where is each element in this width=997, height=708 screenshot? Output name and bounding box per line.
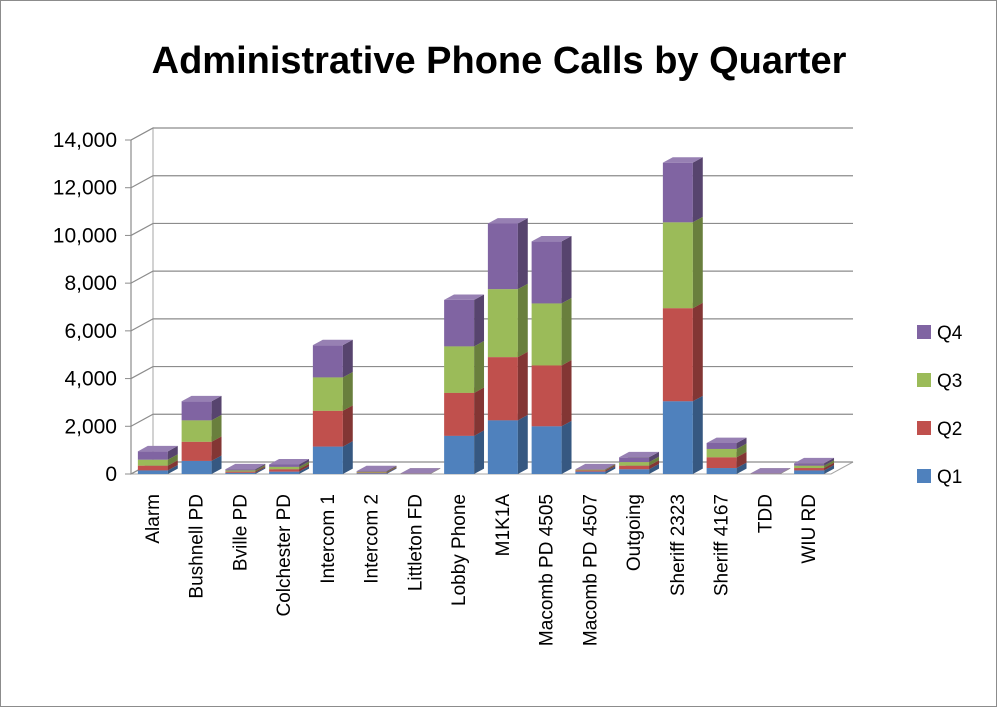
bar-segment-q2 (488, 352, 528, 421)
x-tick-label: WIU RD (799, 494, 820, 564)
bar-segment-q2 (532, 360, 572, 426)
bar-segment-q2 (313, 405, 353, 446)
legend: Q4 Q3 Q2 Q1 (917, 323, 963, 488)
bar-segment-q1 (532, 421, 572, 474)
legend-item-q2: Q2 (917, 419, 962, 440)
legend-item-q1: Q1 (917, 467, 962, 488)
bar-segment-q4 (532, 236, 572, 303)
bar-segment-q4 (444, 294, 484, 346)
legend-swatch (917, 421, 931, 435)
side-wall (131, 128, 153, 474)
chart-title: Administrative Phone Calls by Quarter (152, 40, 847, 82)
legend-item-q3: Q3 (917, 371, 962, 392)
bar-segment-q1 (488, 415, 528, 474)
legend-swatch (917, 325, 931, 339)
bar-segment-q4 (182, 396, 222, 420)
y-tick-label: 2,000 (64, 415, 117, 438)
y-tick-label: 4,000 (64, 368, 117, 391)
x-tick-label: Littleton FD (405, 494, 426, 591)
x-tick-label: Colchester PD (274, 494, 295, 617)
x-tick-label: Bville PD (230, 494, 251, 571)
x-tick-label: M1K1A (493, 494, 514, 557)
x-tick-label: Intercom 2 (362, 494, 383, 584)
x-tick-label: Bushnell PD (187, 494, 208, 599)
x-tick-label: TDD (755, 494, 776, 533)
y-tick-label: 12,000 (53, 177, 117, 200)
y-tick-label: 10,000 (53, 224, 117, 247)
legend-label: Q4 (937, 323, 963, 344)
legend-swatch (917, 469, 931, 483)
gridline (131, 176, 853, 188)
bar-segment-q3 (663, 217, 703, 308)
bar-segment-q4 (313, 340, 353, 378)
x-tick-label: Macomb PD 4507 (580, 494, 601, 646)
legend-label: Q2 (937, 419, 962, 440)
x-tick-label: Outgoing (624, 494, 645, 571)
x-tick-label: Lobby Phone (449, 494, 470, 606)
legend-item-q4: Q4 (917, 323, 963, 344)
legend-label: Q3 (937, 371, 962, 392)
bar-segment-q3 (488, 284, 528, 357)
x-axis-labels: Alarm Bushnell PD Bville PD Colchester PD In… (143, 494, 820, 646)
y-tick-label: 6,000 (64, 320, 117, 343)
bar-segment-q1 (663, 396, 703, 474)
x-tick-label: Alarm (143, 494, 164, 544)
bar-segment-q2 (663, 303, 703, 401)
x-tick-label: Sheriff 2323 (668, 494, 689, 596)
y-tick-label: 8,000 (64, 272, 117, 295)
bar-segment-q3 (532, 298, 572, 365)
bars (138, 157, 834, 474)
y-tick-label: 0 (105, 463, 117, 486)
bar-segment-q3 (444, 341, 484, 393)
legend-label: Q1 (937, 467, 962, 488)
gridline (131, 128, 853, 140)
bar-segment-q1 (444, 430, 484, 474)
bar-segment-q4 (663, 157, 703, 222)
bar-segment-q4 (488, 218, 528, 289)
y-axis-ticks: 0 2,000 4,000 6,000 8,000 10,000 12,000 14,000 (53, 129, 117, 486)
x-tick-label: Macomb PD 4505 (537, 494, 558, 646)
x-tick-label: Intercom 1 (318, 494, 339, 584)
bar-segment-q2 (444, 387, 484, 435)
legend-swatch (917, 373, 931, 387)
x-tick-label: Sheriff 4167 (712, 494, 733, 596)
y-tick-label: 14,000 (53, 129, 117, 152)
bar-segment-q3 (313, 372, 353, 411)
